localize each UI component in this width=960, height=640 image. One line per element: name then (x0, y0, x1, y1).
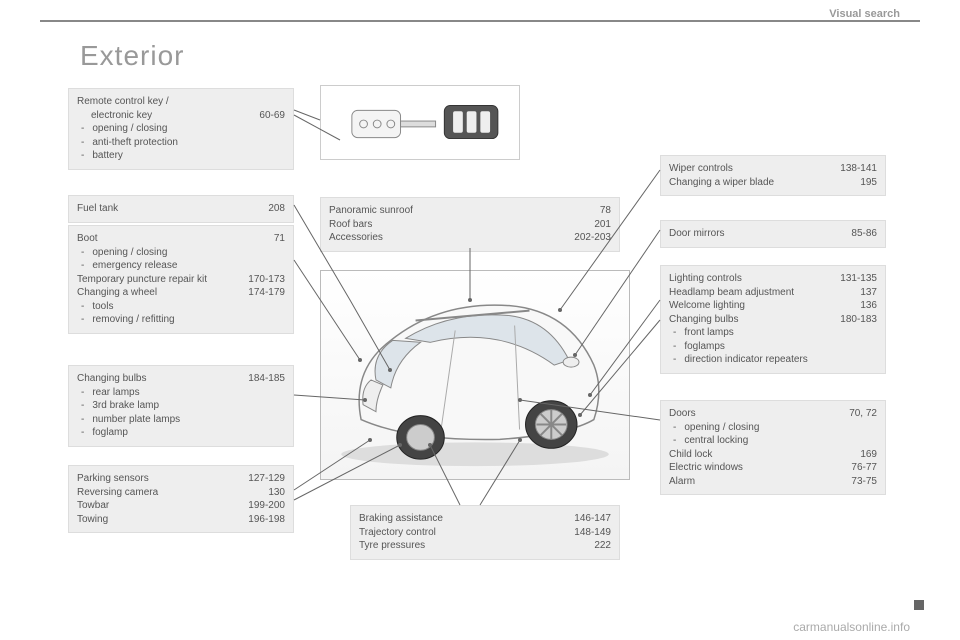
box-boot: Boot71 opening / closing emergency relea… (68, 225, 294, 334)
box-doors: Doors70, 72 opening / closing central lo… (660, 400, 886, 495)
box-braking: Braking assistance146-147 Trajectory con… (350, 505, 620, 560)
key-illustration (320, 85, 520, 160)
remote-s2: battery (77, 149, 285, 163)
page-title: Exterior (80, 40, 184, 72)
remote-l0: Remote control key / (77, 95, 277, 109)
remote-s1: anti-theft protection (77, 136, 285, 150)
footer-watermark: carmanualsonline.info (793, 620, 910, 634)
box-sunroof: Panoramic sunroof78 Roof bars201 Accesso… (320, 197, 620, 252)
box-bulbs-rear: Changing bulbs184-185 rear lamps 3rd bra… (68, 365, 294, 447)
car-illustration (320, 270, 630, 480)
box-mirrors: Door mirrors85-86 (660, 220, 886, 248)
remote-l1: electronic key (77, 109, 251, 123)
box-parking: Parking sensors127-129 Reversing camera1… (68, 465, 294, 533)
page-marker-icon (914, 600, 924, 610)
top-rule (40, 20, 920, 22)
section-header: Visual search (829, 8, 900, 20)
box-lighting: Lighting controls131-135 Headlamp beam a… (660, 265, 886, 374)
box-remote-key: Remote control key / electronic key60-69… (68, 88, 294, 170)
remote-s0: opening / closing (77, 122, 285, 136)
box-fuel: Fuel tank208 (68, 195, 294, 223)
box-wipers: Wiper controls138-141 Changing a wiper b… (660, 155, 886, 196)
